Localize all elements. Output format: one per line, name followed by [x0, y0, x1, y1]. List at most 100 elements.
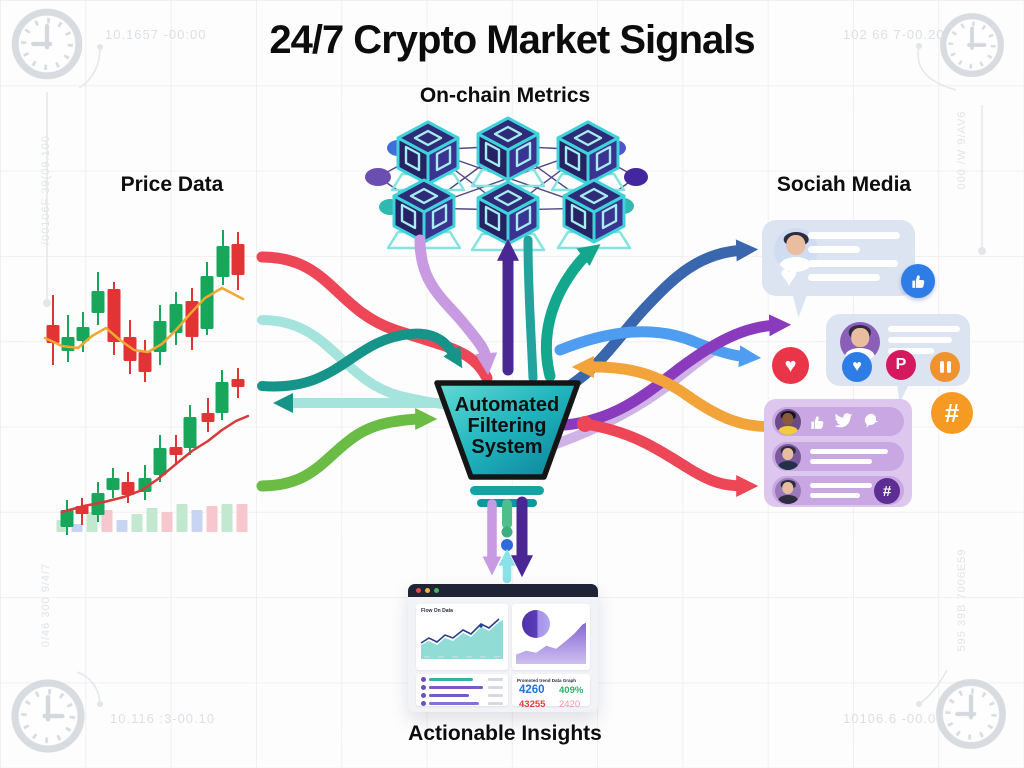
text-line	[810, 449, 888, 454]
funnel-output-arrows	[482, 496, 533, 584]
candlestick	[76, 327, 90, 341]
candlestick	[183, 417, 197, 448]
text-line	[888, 337, 952, 343]
price-chart-top	[43, 230, 245, 382]
volume-bar	[191, 510, 203, 532]
text-line	[810, 493, 860, 498]
candlestick	[107, 289, 121, 342]
social-card-reactions: ♥ P	[826, 314, 970, 403]
candlestick	[138, 352, 152, 372]
candlestick	[215, 382, 229, 413]
pinterest-icon: P	[886, 350, 916, 380]
text-line	[808, 260, 898, 267]
page-title: 24/7 Crypto Market Signals	[269, 18, 755, 62]
volume-bar	[236, 504, 248, 532]
volume-bar	[101, 510, 113, 532]
list-item	[421, 677, 503, 682]
label-social-media: Sociah Media	[776, 173, 912, 196]
funnel-stem-bar	[470, 486, 544, 495]
top-left-clock-icon	[15, 12, 79, 76]
list-item	[421, 701, 503, 706]
heart-icon: ♥	[772, 347, 809, 384]
candlestick	[169, 447, 183, 455]
pie-and-area-chart	[515, 610, 587, 664]
window-minimize-icon[interactable]	[425, 588, 430, 593]
window-maximize-icon[interactable]	[434, 588, 439, 593]
avatar	[775, 444, 801, 470]
funnel-label-line2: Filtering	[468, 415, 547, 437]
blockchain-network	[365, 116, 648, 252]
network-node	[365, 168, 391, 186]
window-close-icon[interactable]	[416, 588, 421, 593]
text-line	[888, 326, 960, 332]
arrow-purple-out	[559, 314, 792, 431]
feed-row	[772, 407, 904, 436]
bottom-left-clock-icon	[15, 683, 81, 749]
edge-annotation-right-bottom: 595 39B 7006E59	[956, 548, 968, 652]
price-chart-bottom	[56, 368, 250, 535]
blue-dot	[501, 539, 513, 551]
volume-bar	[221, 504, 233, 532]
filtering-funnel: Automated Filtering System	[434, 380, 581, 507]
candlestick	[201, 413, 215, 422]
bottom-right-clock-icon	[940, 683, 1003, 746]
arrow-teal-dark-in	[257, 328, 463, 392]
corner-annotation-top-right: 102 66 7-00.20	[843, 27, 945, 42]
candlestick	[153, 448, 167, 475]
blockchain-cube	[390, 120, 466, 192]
dashboard-panel-pie	[512, 604, 590, 670]
avatar	[775, 409, 801, 435]
panel-title: Promoted trend Data Graph	[517, 678, 577, 683]
candlestick	[231, 379, 245, 387]
volume-bar	[86, 512, 98, 532]
dashboard-panel-flow-chart: Flow On Data	[416, 604, 508, 670]
volume-bar	[161, 512, 173, 532]
volume-bar	[131, 514, 143, 532]
social-card-feed: #	[764, 399, 912, 507]
arrow-price-red-in	[256, 251, 493, 384]
candlestick	[106, 478, 120, 490]
edge-annotation-left-bottom: 0/46 300 9/4/7	[40, 562, 52, 648]
candlestick	[91, 291, 105, 313]
list-item	[421, 685, 503, 690]
funnel-label-line1: Automated	[455, 394, 559, 416]
arrow-teal-green-up	[540, 244, 601, 382]
stat-value: 43255	[519, 698, 546, 710]
hashtag-icon: #	[931, 392, 973, 434]
arrow-blue-light-out	[554, 326, 762, 368]
corner-annotation-bottom-right: 10106.6 -00.00	[843, 711, 945, 726]
moving-average-line	[43, 286, 245, 354]
trend-line	[60, 414, 250, 514]
flow-arrows	[256, 234, 792, 497]
candlestick	[121, 482, 135, 495]
candlestick	[61, 337, 75, 351]
blockchain-cube	[550, 120, 626, 192]
corner-annotation-bottom-left: 10.116 :3-00.10	[110, 711, 216, 726]
hashtag-icon: #	[874, 478, 900, 504]
arrow-green-in	[256, 408, 438, 492]
top-right-clock-icon	[943, 16, 1001, 74]
candlestick	[231, 244, 245, 275]
text-line	[888, 348, 934, 354]
candlestick	[138, 478, 152, 492]
avatar	[775, 478, 801, 504]
heart-icon: ♥	[842, 352, 872, 382]
arrow-onchain-lavender-down	[414, 234, 498, 376]
stat-value: 409%	[559, 685, 584, 696]
panel-title: Flow On Data	[421, 608, 453, 614]
thumbs-up-icon	[811, 416, 824, 429]
decorative-dots	[43, 43, 986, 707]
candlestick	[123, 337, 137, 361]
candlestick	[46, 325, 60, 343]
candlestick	[60, 510, 74, 527]
dashboard-panel-list	[416, 674, 508, 706]
label-price-data: Price Data	[120, 173, 224, 196]
volume-bar	[146, 508, 158, 532]
decorative-arcs	[46, 45, 983, 705]
stat-value: 4260	[519, 684, 545, 696]
list-item	[421, 693, 503, 698]
blockchain-cube	[470, 116, 546, 188]
bookmark-icon	[930, 352, 960, 382]
twitter-icon	[834, 413, 853, 428]
text-line	[808, 274, 880, 281]
